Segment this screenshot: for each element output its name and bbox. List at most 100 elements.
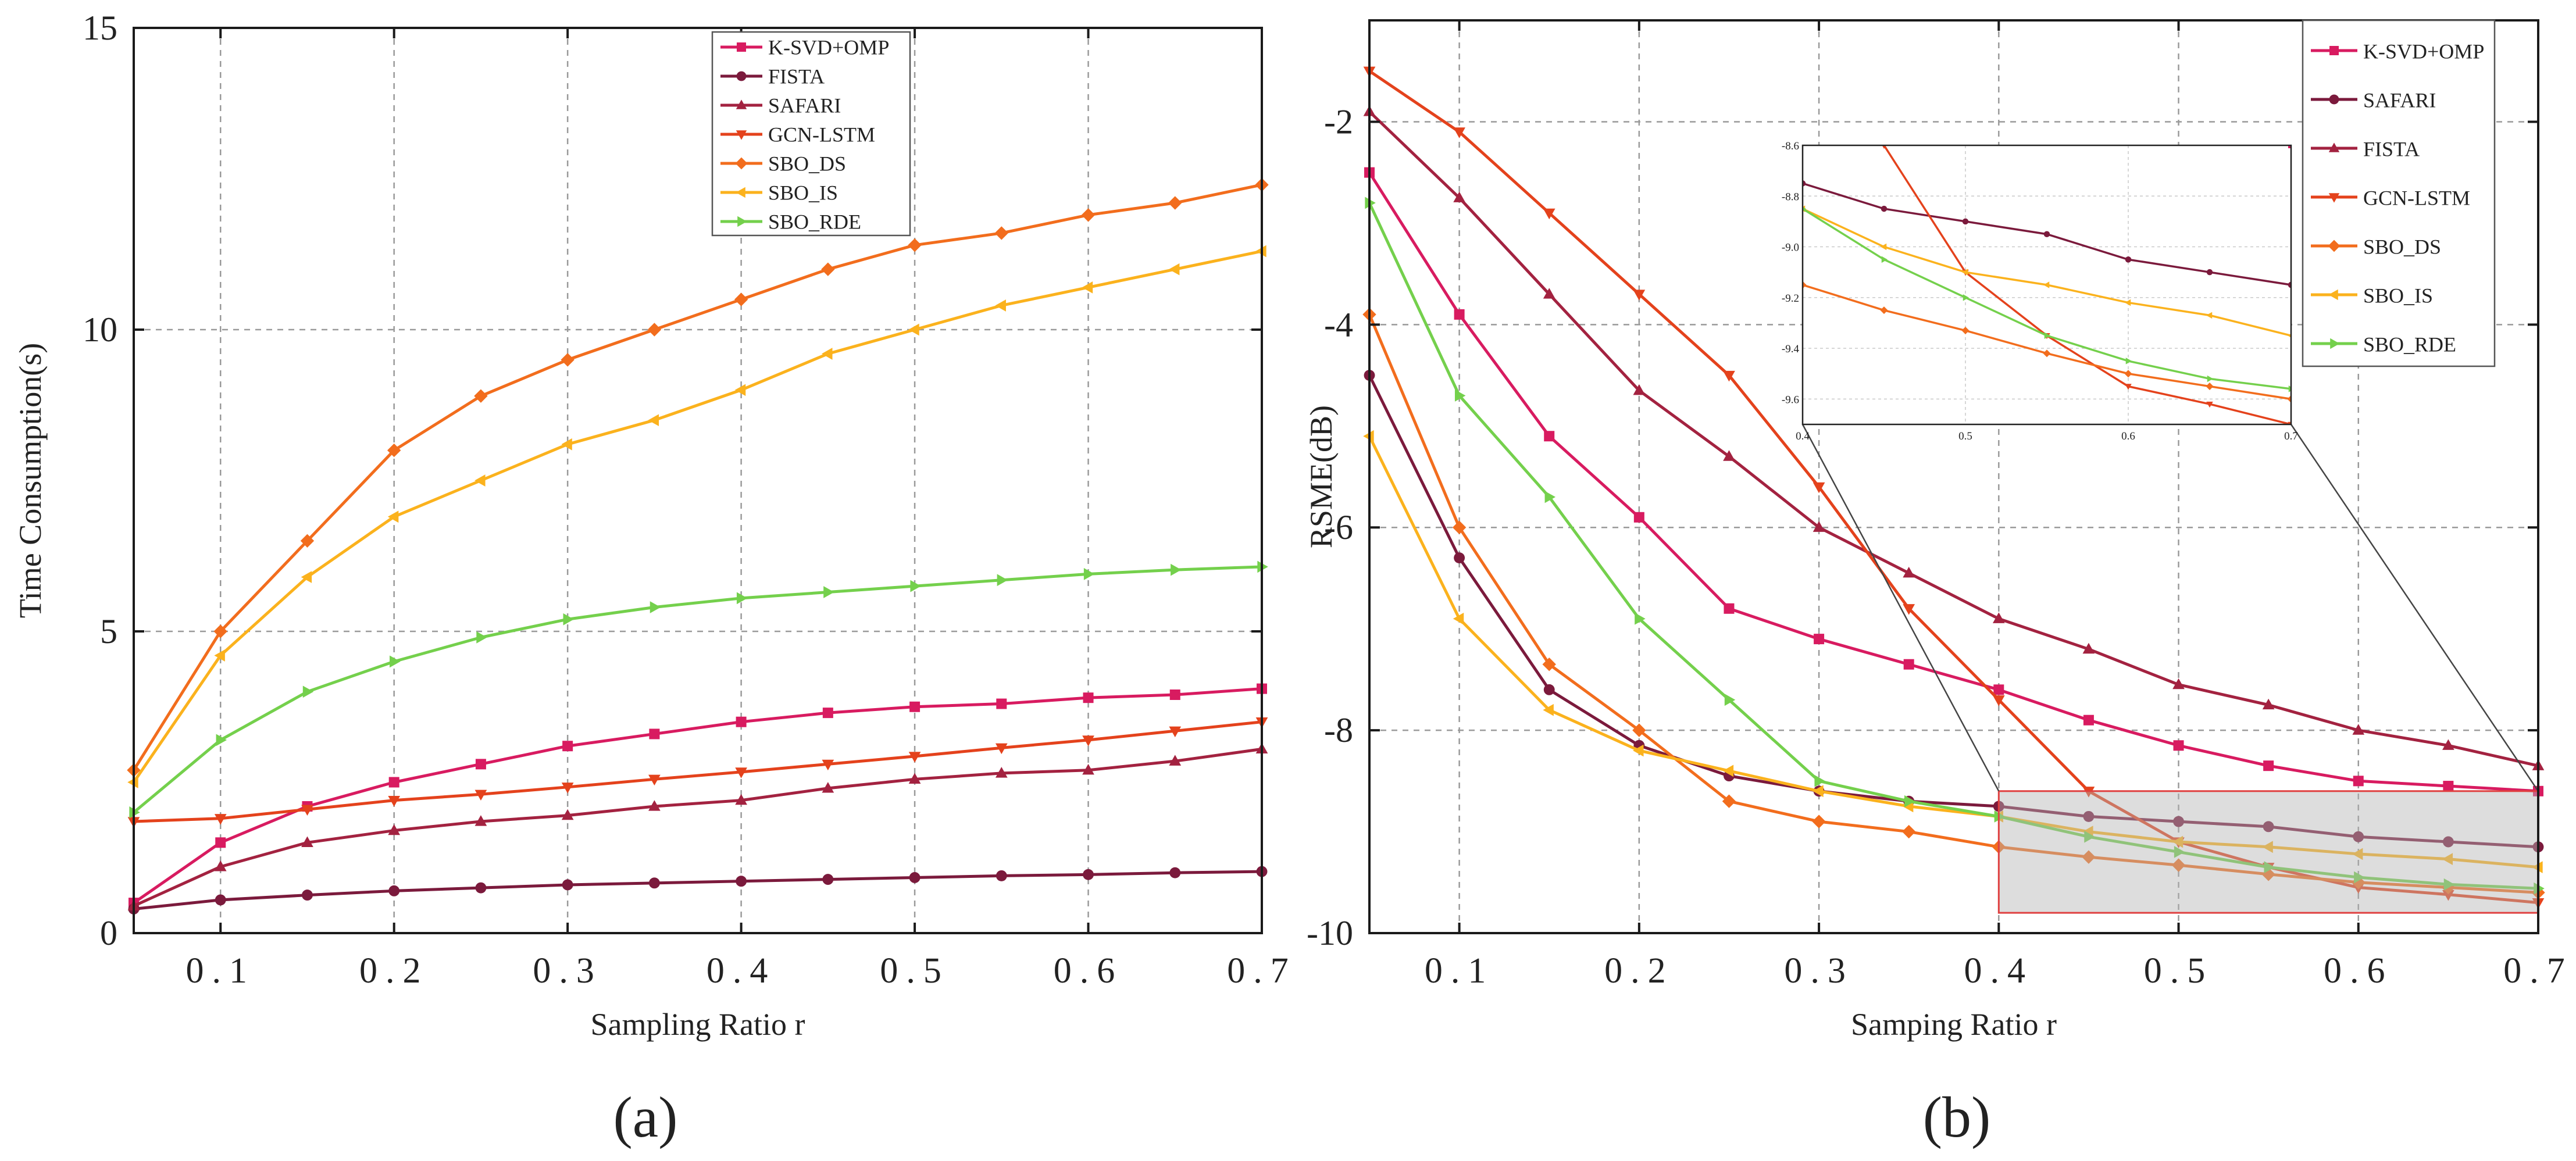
data-point-gcn-lstm: [2082, 787, 2095, 798]
data-point-k-svd-omp: [909, 701, 920, 712]
data-point-k-svd-omp: [2173, 740, 2184, 751]
data-point-safari: [1082, 763, 1094, 775]
data-point-fista: [1813, 521, 1825, 532]
data-point-k-svd-omp: [649, 728, 660, 740]
inset-data-point-sbo-is: [1881, 243, 1887, 251]
data-point-gcn-lstm: [1813, 482, 1825, 494]
x-tick-label: 0.4: [1964, 951, 2034, 991]
data-point-gcn-lstm: [214, 814, 227, 825]
data-point-fista: [1083, 869, 1094, 880]
zoom-highlight-region: [1997, 790, 2539, 914]
series-line-sbo-rde: [1368, 202, 2539, 890]
data-point-sbo-ds: [300, 534, 315, 548]
x-tick-label: 0.3: [1784, 951, 1854, 991]
legend-swatch-marker: [737, 216, 747, 227]
y-tick-label: -4: [1324, 305, 1353, 344]
data-point-sbo-rde: [563, 613, 574, 626]
panel-label: (a): [613, 1085, 678, 1149]
data-point-sbo-ds: [2171, 858, 2186, 872]
legend-label: K-SVD+OMP: [2363, 40, 2484, 63]
data-point-gcn-lstm: [1543, 208, 1555, 220]
inset-series: [1803, 145, 2291, 424]
data-point-sbo-rde: [2264, 861, 2275, 873]
series-k-svd-omp: [129, 683, 1267, 909]
x-tick-label: 0.1: [1425, 951, 1494, 991]
data-point-k-svd-omp: [1544, 431, 1555, 442]
legend-label: SBO_DS: [2363, 235, 2441, 258]
data-point-fista: [648, 877, 660, 889]
inset-x-tick-label: 0.4: [1796, 430, 1810, 442]
data-point-sbo-is: [908, 323, 919, 336]
data-point-fista: [215, 894, 226, 906]
data-point-k-svd-omp: [2263, 760, 2274, 771]
x-axis-label: Sampling Ratio r: [591, 1007, 805, 1042]
series-line-safari: [1368, 374, 2539, 849]
legend-swatch-marker: [736, 187, 745, 198]
inset-data-point-sbo-ds: [2287, 395, 2291, 403]
x-tick-label: 0.6: [1054, 951, 1123, 991]
series-sbo-is: [127, 245, 1266, 788]
data-point-gcn-lstm: [388, 795, 401, 807]
legend-label: FISTA: [2363, 137, 2420, 160]
data-point-fista: [909, 872, 920, 883]
data-point-safari: [2173, 816, 2184, 827]
data-point-k-svd-omp: [2083, 715, 2094, 726]
data-point-k-svd-omp: [1169, 689, 1180, 700]
data-point-safari: [1454, 552, 1465, 564]
data-point-sbo-ds: [387, 443, 401, 458]
data-point-k-svd-omp: [1903, 659, 1914, 670]
inset-data-point-safari: [1881, 205, 1888, 212]
inset-y-tick-label: -8.6: [1782, 140, 1799, 152]
legend-item-sbo-rde: SBO_RDE: [720, 210, 861, 234]
data-point-fista: [1903, 566, 1915, 578]
data-point-k-svd-omp: [736, 716, 747, 727]
plot-frame: [133, 27, 1263, 934]
data-point-sbo-rde: [736, 592, 748, 605]
legend-swatch-marker: [737, 42, 746, 52]
inset-series-line-sbo-is: [1803, 208, 2291, 337]
series-line-sbo-ds: [132, 183, 1262, 771]
data-point-k-svd-omp: [1454, 309, 1465, 320]
data-point-fista: [1543, 288, 1555, 299]
data-point-sbo-ds: [1812, 815, 1826, 828]
inset-data-point-sbo-ds: [2124, 370, 2132, 378]
data-point-k-svd-omp: [1993, 684, 2004, 695]
plot-frame: [1368, 19, 2539, 934]
inset-data-point-sbo-rde: [1803, 206, 1806, 211]
inset-series-line-safari: [1803, 182, 2291, 286]
data-point-sbo-is: [561, 438, 572, 451]
y-axis-label: RSME(dB): [1304, 405, 1339, 548]
data-point-fista: [2352, 724, 2365, 735]
x-tick-label: 0.6: [2324, 951, 2393, 991]
data-point-sbo-ds: [561, 353, 575, 367]
data-point-sbo-ds: [474, 389, 488, 403]
legend-label: GCN-LSTM: [768, 123, 875, 147]
data-point-sbo-is: [301, 571, 312, 583]
legend-swatch-marker: [736, 71, 747, 81]
data-point-sbo-is: [1813, 785, 1824, 798]
inset-data-point-sbo-is: [2206, 312, 2213, 319]
data-point-k-svd-omp: [822, 708, 833, 719]
data-point-sbo-ds: [994, 226, 1009, 240]
legend: K-SVD+OMP FISTA SAFARI GCN-LSTM SBO_DS SBO_IS…: [711, 31, 911, 237]
series-sbo-ds: [127, 178, 1269, 777]
data-point-sbo-ds: [908, 238, 922, 252]
data-point-sbo-ds: [2082, 850, 2096, 864]
zoom-connector-line: [1801, 424, 2000, 792]
x-tick-label: 0.5: [2144, 951, 2214, 991]
series-k-svd-omp: [1364, 167, 2543, 796]
inset-data-point-sbo-is: [1962, 269, 1968, 276]
zoom-inset: 0.4 0.5 0.6 0.7 -8.6 -8.8 -9.0 -9.2 -9.4 -9.6: [1782, 140, 2298, 442]
inset-data-point-safari: [2125, 256, 2132, 263]
series-line-safari: [133, 747, 1262, 908]
data-point-k-svd-omp: [1814, 634, 1825, 645]
legend-swatch-marker: [2329, 94, 2339, 105]
legend-item-fista: FISTA: [720, 65, 825, 88]
data-point-gcn-lstm: [1633, 290, 1646, 301]
series-line-sbo-is: [132, 249, 1262, 783]
data-point-gcn-lstm: [1082, 735, 1094, 746]
data-point-fista: [2172, 678, 2185, 690]
x-tick-label: 0.5: [880, 951, 950, 991]
legend-label: K-SVD+OMP: [768, 36, 889, 59]
data-point-sbo-rde: [1635, 612, 1646, 625]
